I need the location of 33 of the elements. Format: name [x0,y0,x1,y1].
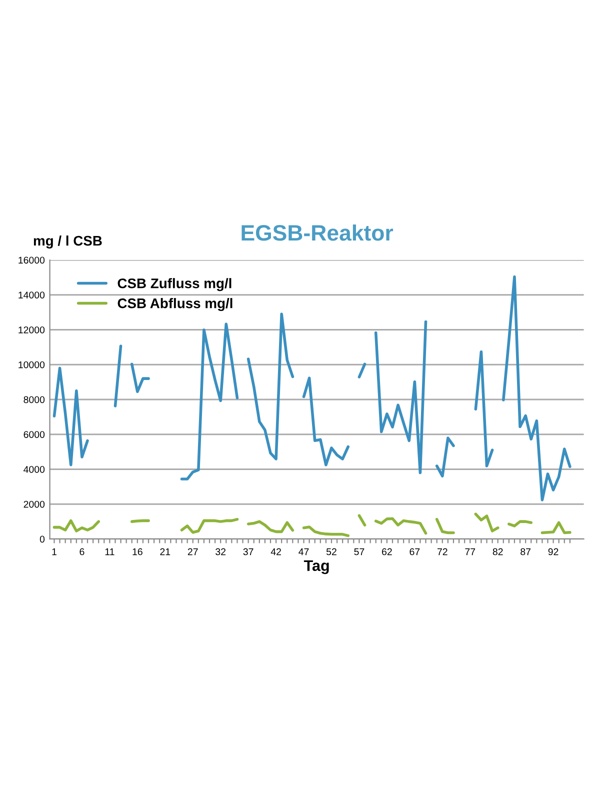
y-tick-label: 12000 [18,326,45,334]
x-tick-label: 72 [437,548,448,556]
x-tick-label: 1 [52,548,56,556]
legend-label: CSB Zufluss mg/l [118,278,232,292]
y-tick-label: 8000 [24,396,45,404]
x-tick-label: 21 [160,548,170,556]
y-tick-label: 4000 [24,466,45,473]
x-tick-label: 87 [520,548,530,556]
y-tick-label: 2000 [24,500,45,508]
x-tick-label: 32 [216,548,226,556]
x-tick-label: 42 [270,548,281,556]
x-tick-label: 6 [80,548,84,556]
x-tick-label: 27 [188,548,198,556]
y-tick-label: 0 [40,536,45,543]
x-tick-label: 67 [410,548,420,556]
x-tick-label: 11 [105,548,114,556]
x-tick-label: 47 [298,548,309,556]
x-tick-label: 37 [243,548,254,556]
x-tick-label: 52 [326,548,336,556]
x-tick-label: 77 [465,548,476,556]
x-tick-label: 16 [132,548,142,556]
legend-label: CSB Abfluss mg/l [118,298,232,312]
x-tick-label: 92 [548,548,558,556]
chart-title: EGSB-Reaktor [242,224,394,241]
y-tick-label: 10000 [18,361,45,368]
y-axis-title: mg / l CSB [34,235,102,249]
y-tick-label: 16000 [18,256,45,264]
y-tick-label: 6000 [24,431,45,438]
x-tick-label: 62 [382,548,392,556]
x-axis-title: Tag [304,560,329,574]
x-tick-label: 57 [354,548,364,556]
y-tick-label: 14000 [18,292,45,298]
x-tick-label: 82 [492,548,503,556]
